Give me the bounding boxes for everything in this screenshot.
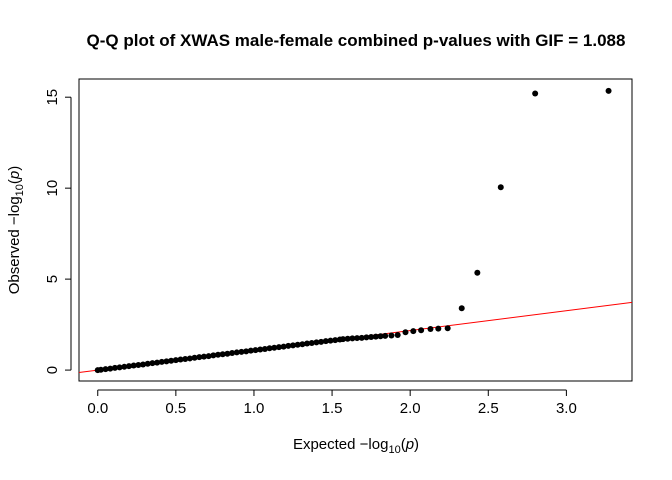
- x-tick-label: 1.5: [322, 400, 343, 417]
- data-point: [444, 325, 451, 332]
- data-point: [154, 359, 161, 366]
- data-point: [243, 348, 250, 355]
- data-point: [247, 347, 254, 354]
- data-point: [168, 357, 175, 364]
- y-tick-label: 5: [44, 275, 61, 283]
- data-point: [349, 335, 356, 342]
- data-point: [532, 90, 539, 97]
- data-point: [388, 332, 395, 339]
- data-point: [280, 343, 287, 350]
- data-point: [304, 340, 311, 347]
- chart-title: Q-Q plot of XWAS male-female combined p-…: [87, 31, 626, 50]
- data-point: [238, 348, 245, 355]
- data-point: [332, 337, 339, 344]
- data-point: [474, 269, 481, 276]
- data-point: [344, 335, 351, 342]
- data-point: [130, 362, 137, 369]
- x-tick-label: 1.0: [244, 400, 265, 417]
- data-point: [102, 366, 109, 373]
- data-point: [271, 344, 278, 351]
- data-point: [340, 336, 347, 343]
- data-point: [140, 361, 147, 368]
- data-point: [372, 333, 379, 340]
- data-point: [261, 345, 268, 352]
- data-point: [215, 351, 222, 358]
- data-point: [205, 353, 212, 360]
- data-points: [94, 87, 612, 374]
- data-point: [358, 334, 365, 341]
- data-point: [427, 325, 434, 332]
- data-point: [402, 329, 409, 336]
- data-point: [149, 360, 156, 367]
- data-point: [418, 327, 425, 334]
- data-point: [290, 342, 297, 349]
- data-point: [200, 353, 207, 360]
- y-tick-label: 15: [44, 89, 61, 106]
- x-axis-title: Expected −log10(p): [293, 436, 419, 456]
- data-point: [605, 87, 612, 94]
- x-tick-label: 0.0: [87, 400, 108, 417]
- data-point: [285, 342, 292, 349]
- data-point: [233, 349, 240, 356]
- data-point: [229, 349, 236, 356]
- x-tick-label: 3.0: [556, 400, 577, 417]
- y-axis: 0 5 10 15: [44, 89, 72, 374]
- data-point: [107, 365, 114, 372]
- data-point: [158, 358, 165, 365]
- x-tick-label: 2.5: [478, 400, 499, 417]
- y-axis-title: Observed −log10(p): [6, 166, 26, 295]
- x-tick-label: 0.5: [165, 400, 186, 417]
- data-point: [410, 328, 417, 335]
- x-tick-label: 2.0: [400, 400, 421, 417]
- data-point: [97, 366, 104, 373]
- data-point: [191, 354, 198, 361]
- data-point: [177, 356, 184, 363]
- data-point: [186, 355, 193, 362]
- data-point: [497, 184, 504, 191]
- data-point: [294, 341, 301, 348]
- data-point: [182, 355, 189, 362]
- data-point: [275, 344, 282, 351]
- data-point: [322, 338, 329, 345]
- data-point: [327, 337, 334, 344]
- data-point: [363, 334, 370, 341]
- data-point: [318, 338, 325, 345]
- data-point: [144, 360, 151, 367]
- y-ticks: 0 5 10 15: [44, 89, 71, 374]
- data-point: [377, 333, 384, 340]
- data-point: [210, 352, 217, 359]
- data-point: [116, 364, 123, 371]
- data-point: [224, 350, 231, 357]
- data-point: [368, 333, 375, 340]
- data-point: [313, 339, 320, 346]
- data-point: [219, 351, 226, 358]
- y-tick-label: 0: [44, 366, 61, 374]
- data-point: [135, 361, 142, 368]
- data-point: [125, 363, 132, 370]
- x-ticks: 0.0 0.5 1.0 1.5 2.0 2.5 3.0: [87, 390, 577, 417]
- y-tick-label: 10: [44, 180, 61, 197]
- data-point: [252, 347, 259, 354]
- data-point: [382, 332, 389, 339]
- data-point: [394, 331, 401, 338]
- data-point: [299, 341, 306, 348]
- data-point: [163, 358, 170, 365]
- plot-frame: [78, 78, 633, 382]
- data-point: [308, 339, 315, 346]
- data-point: [121, 363, 128, 370]
- data-point: [172, 357, 179, 364]
- data-point: [111, 364, 118, 371]
- data-point: [257, 346, 264, 353]
- plot-area: [78, 78, 633, 382]
- data-point: [435, 325, 442, 332]
- data-point: [458, 305, 465, 312]
- data-point: [196, 354, 203, 361]
- data-point: [354, 335, 361, 342]
- x-axis: 0.0 0.5 1.0 1.5 2.0 2.5 3.0: [87, 389, 577, 417]
- data-point: [266, 345, 273, 352]
